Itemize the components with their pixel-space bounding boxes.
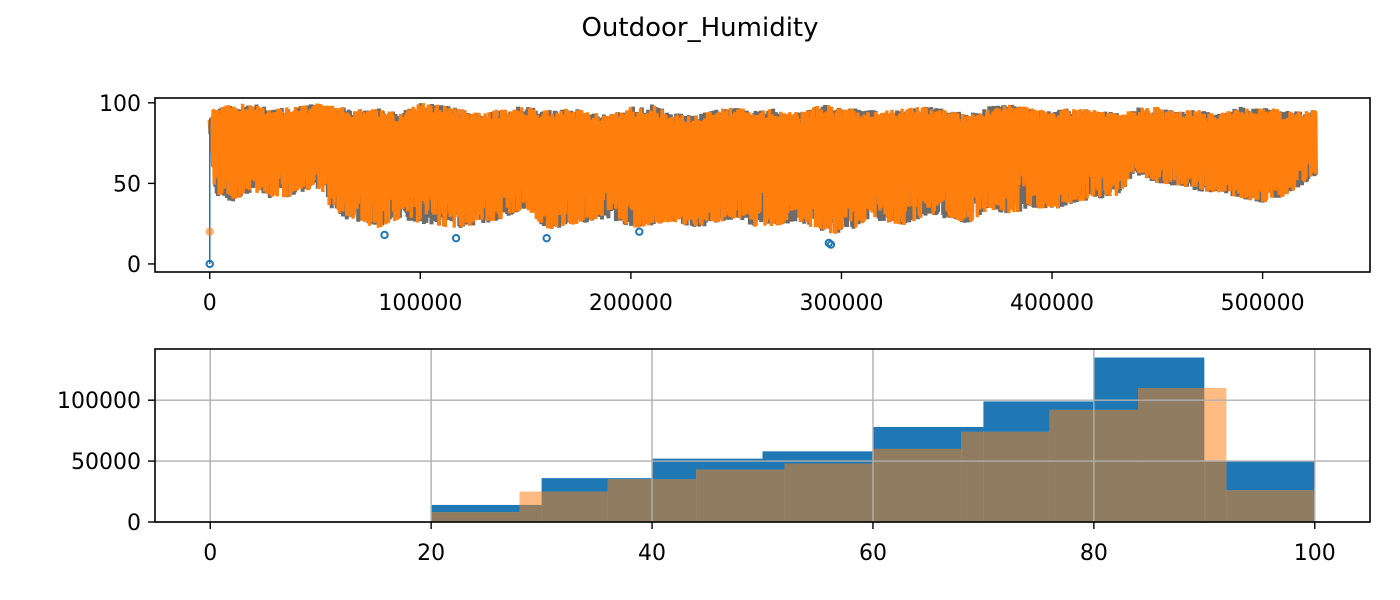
bottom-x-tick-label: 0 — [203, 541, 217, 566]
hist-bar-overlap — [762, 469, 785, 522]
top-y-tick-label: 100 — [99, 92, 141, 117]
series-blue-marker — [635, 227, 644, 236]
top-x-tick-label: 400000 — [1010, 291, 1094, 316]
bottom-x-tick-label: 100 — [1294, 541, 1336, 566]
bottom-y-tick-label: 100000 — [57, 389, 141, 414]
series-orange-line — [208, 103, 1318, 234]
hist-bar-overlap — [1138, 387, 1205, 522]
top-y-tick-label: 0 — [127, 253, 141, 278]
hist-bar-overlap — [872, 448, 962, 522]
hist-bar-overlap — [961, 431, 984, 522]
hist-bar-overlap — [1226, 490, 1315, 522]
top-x-tick-label: 0 — [203, 291, 217, 316]
series-blue-marker — [380, 230, 389, 240]
series-blue-marker — [826, 240, 836, 249]
bottom-histogram-panel: 0 20 40 60 80 100 0 50000 100000 — [57, 348, 1371, 566]
top-x-tick-label: 500000 — [1221, 291, 1305, 316]
series-orange-marker — [205, 227, 214, 236]
top-x-tick-label: 200000 — [589, 291, 673, 316]
top-x-tick-label: 300000 — [799, 291, 883, 316]
bottom-y-tick-label: 50000 — [71, 450, 141, 475]
top-axes-frame — [154, 97, 1371, 273]
bottom-x-tick-label: 60 — [859, 541, 887, 566]
series-blue-marker — [205, 259, 214, 269]
bottom-axes-frame — [154, 348, 1371, 523]
series-blue-marker — [451, 233, 461, 243]
bottom-x-tick-label: 40 — [638, 541, 666, 566]
hist-bar-overlap — [431, 512, 520, 522]
hist-bar-overlap — [1093, 409, 1139, 522]
hist-bar-overlap — [652, 479, 697, 522]
figure-title: Outdoor_Humidity — [581, 13, 818, 43]
top-plot-area — [205, 103, 1318, 269]
hist-bar-overlap — [519, 504, 542, 522]
hist-bar-overlap — [1049, 409, 1094, 522]
hist-bar-overlap — [784, 463, 873, 522]
hist-bar-overlap — [1204, 461, 1227, 522]
hist-bar-overlap — [983, 431, 1050, 522]
bottom-x-tick-label: 20 — [417, 541, 445, 566]
hist-bar-overlap — [696, 469, 763, 522]
top-line-panel: 0 100000 200000 300000 400000 500000 0 50 100 — [99, 92, 1371, 316]
bottom-y-tick-label: 0 — [127, 511, 141, 536]
series-blue-marker — [542, 233, 551, 243]
hist-bar-overlap — [607, 479, 653, 522]
top-y-tick-label: 50 — [113, 172, 141, 197]
top-x-tick-label: 100000 — [378, 291, 462, 316]
hist-bar-overlap — [541, 491, 608, 522]
bottom-x-tick-label: 80 — [1080, 541, 1108, 566]
